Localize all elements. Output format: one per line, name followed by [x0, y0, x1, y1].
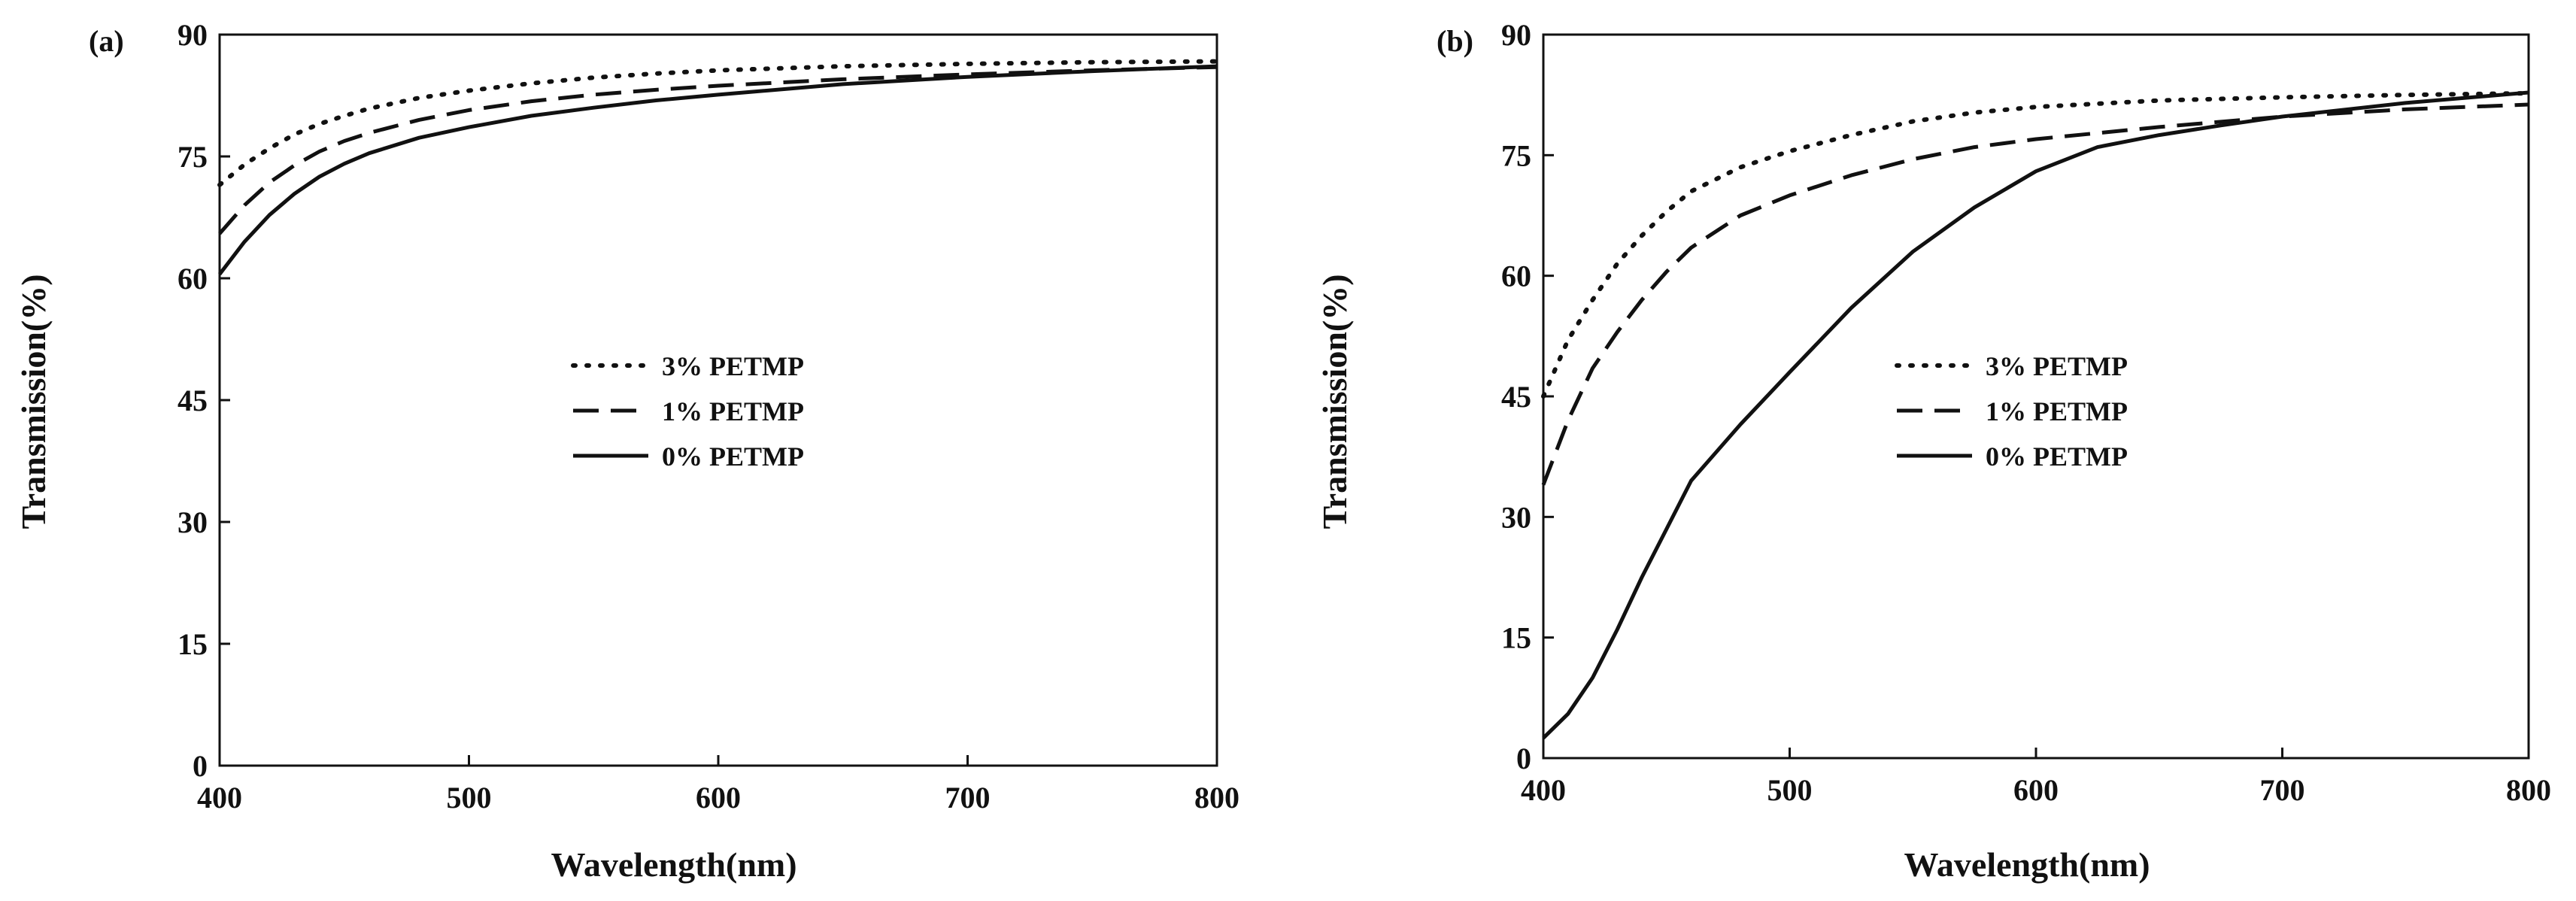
panel-a-y-axis-label: Transmission(%) — [14, 274, 53, 529]
panel-b-x-tick-label: 700 — [2260, 773, 2305, 807]
panel-b-y-tick-label: 90 — [1501, 18, 1531, 52]
panel-b-x-tick-label: 800 — [2506, 773, 2551, 807]
panel-b-y-tick-label: 30 — [1501, 500, 1531, 534]
panel-a-y-tick-label: 60 — [177, 262, 208, 296]
panel-a-x-tick-label: 400 — [197, 781, 242, 815]
panel-b-legend-label: 0% PETMP — [1986, 441, 2128, 472]
panel-a-x-tick-label: 500 — [447, 781, 492, 815]
panel-a-series-1-percent-petmp — [218, 65, 1218, 235]
panel-a-x-axis-label: Wavelength(nm) — [551, 845, 796, 884]
panel-a-y-tick-label: 45 — [177, 384, 208, 417]
panel-b-x-axis-label: Wavelength(nm) — [1904, 845, 2150, 884]
panel-a-legend-label: 1% PETMP — [662, 396, 804, 426]
panel-a-legend-label: 3% PETMP — [662, 351, 804, 381]
panel-b-x-tick-label: 400 — [1521, 773, 1566, 807]
panel-b-x-tick-label: 500 — [1767, 773, 1813, 807]
panel-b-y-tick-label: 0 — [1516, 742, 1531, 775]
panel-a: (a) Wavelength(nm) Transmission(%) 400 50… — [14, 18, 1239, 884]
panel-b-y-tick-label: 75 — [1501, 138, 1531, 172]
panel-a-y-tick-label: 90 — [177, 18, 208, 52]
panel-a-label: (a) — [89, 24, 124, 58]
panel-a-legend-label: 0% PETMP — [662, 441, 804, 472]
panel-b-y-axis-label: Transmission(%) — [1315, 274, 1354, 529]
panel-a-y-tick-label: 30 — [177, 505, 208, 539]
panel-a-y-tick-label: 75 — [177, 140, 208, 174]
panel-a-x-tick-label: 700 — [945, 781, 991, 815]
panel-b-y-tick-label: 15 — [1501, 621, 1531, 655]
panel-b: (b) Wavelength(nm) Transmission(%) 400 50… — [1315, 18, 2551, 884]
panel-b-y-tick-label: 45 — [1501, 380, 1531, 414]
panel-a-y-tick-label: 0 — [193, 749, 208, 783]
panel-a-series-3-percent-petmp — [217, 59, 1219, 187]
panel-b-y-tick-label: 60 — [1501, 259, 1531, 293]
panel-a-x-tick-label: 800 — [1194, 781, 1239, 815]
panel-b-legend-label: 3% PETMP — [1986, 351, 2128, 381]
panel-a-x-tick-label: 600 — [696, 781, 741, 815]
panel-b-label: (b) — [1437, 24, 1473, 58]
panel-b-series-1-percent-petmp — [1541, 102, 2529, 486]
panel-b-series-0-percent-petmp — [1542, 90, 2529, 740]
panel-b-series-3-percent-petmp — [1541, 91, 2531, 399]
panel-b-legend-label: 1% PETMP — [1986, 396, 2128, 426]
panel-a-series-0-percent-petmp — [218, 64, 1218, 276]
panel-a-y-tick-label: 15 — [177, 627, 208, 661]
panel-b-x-tick-label: 600 — [2013, 773, 2059, 807]
